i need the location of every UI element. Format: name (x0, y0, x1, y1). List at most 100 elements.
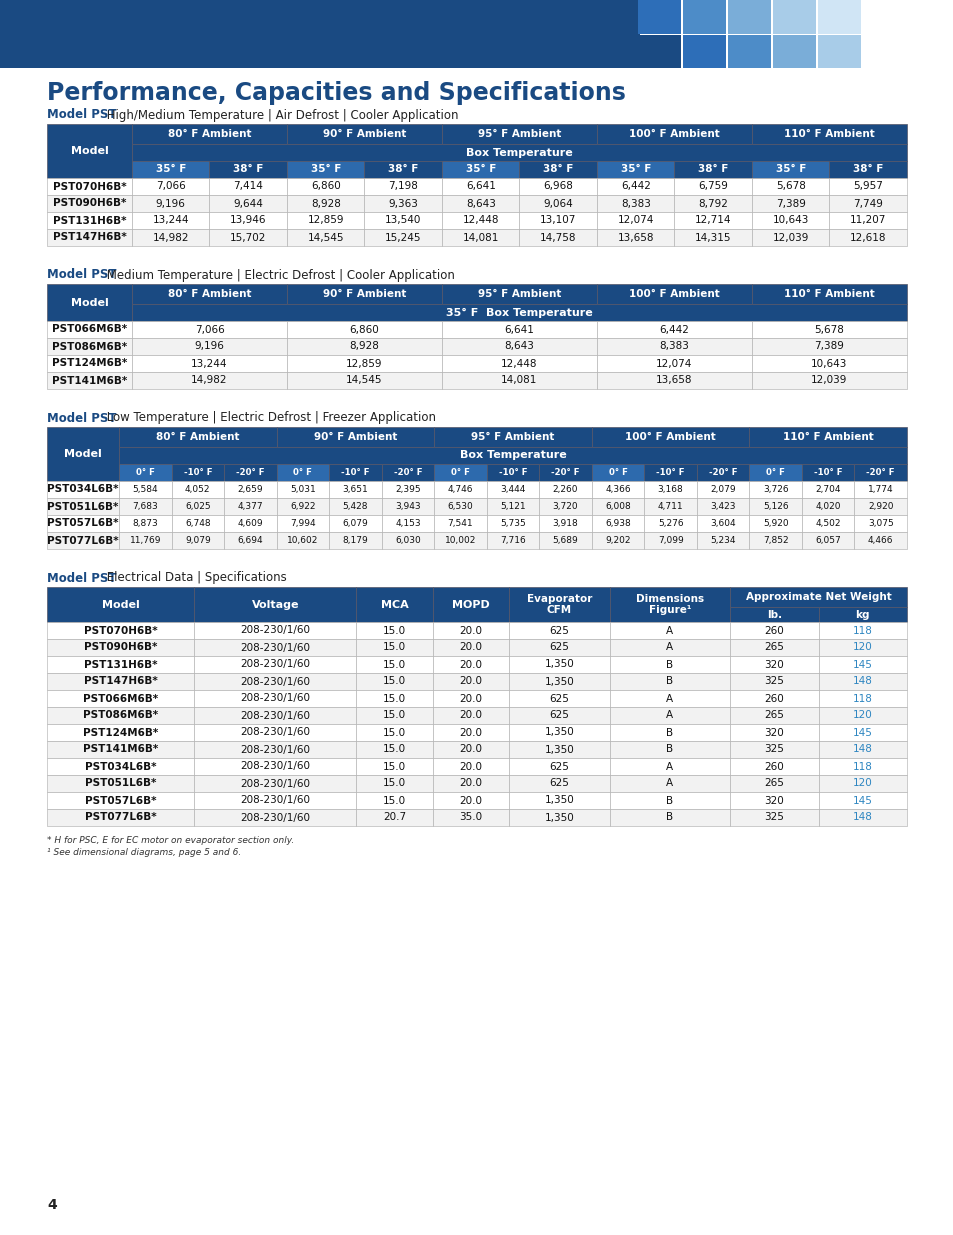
Bar (591, 515, 643, 532)
Bar (433, 638, 509, 656)
Text: 208-230/1/60: 208-230/1/60 (240, 778, 310, 788)
Bar (674, 178, 751, 195)
Bar (194, 724, 355, 741)
Text: 20.0: 20.0 (459, 762, 482, 772)
Bar (364, 195, 441, 212)
Text: 12,039: 12,039 (772, 232, 808, 242)
Text: 208-230/1/60: 208-230/1/60 (240, 642, 310, 652)
Bar (772, 35, 815, 68)
Text: 3,720: 3,720 (552, 501, 578, 511)
Bar (730, 587, 906, 606)
Bar (751, 372, 906, 389)
Bar (597, 372, 751, 389)
Bar (364, 212, 441, 228)
Text: 6,530: 6,530 (447, 501, 473, 511)
Text: 7,852: 7,852 (762, 536, 787, 545)
Bar (609, 776, 730, 792)
Text: 20.0: 20.0 (459, 694, 482, 704)
Text: Model PST: Model PST (47, 268, 116, 282)
Text: 5,584: 5,584 (132, 485, 158, 494)
Bar (355, 673, 433, 690)
Text: 3,604: 3,604 (710, 519, 735, 529)
Text: -20° F: -20° F (708, 468, 737, 477)
Bar (47, 354, 132, 372)
Text: Model: Model (71, 146, 109, 156)
Bar (355, 622, 433, 638)
Text: 15.0: 15.0 (382, 677, 406, 687)
Bar (749, 515, 801, 532)
Bar (210, 161, 287, 178)
Bar (194, 690, 355, 706)
Bar (749, 427, 906, 447)
Text: -20° F: -20° F (235, 468, 264, 477)
Bar (224, 515, 276, 532)
Bar (730, 741, 818, 758)
Text: 7,389: 7,389 (775, 199, 805, 209)
Text: PST066M6B*: PST066M6B* (51, 325, 127, 335)
Bar (519, 178, 597, 195)
Text: 12,448: 12,448 (500, 358, 537, 368)
Text: 625: 625 (549, 642, 569, 652)
Bar (194, 809, 355, 826)
Text: 320: 320 (763, 659, 783, 669)
Text: 8,179: 8,179 (342, 536, 368, 545)
Bar (119, 515, 172, 532)
Text: 6,008: 6,008 (604, 501, 630, 511)
Text: 20.0: 20.0 (459, 710, 482, 720)
Text: 10,602: 10,602 (287, 536, 318, 545)
Text: A: A (665, 642, 673, 652)
Bar (538, 498, 591, 515)
Bar (749, 464, 801, 480)
Bar (47, 724, 194, 741)
Text: Electrical Data | Specifications: Electrical Data | Specifications (103, 572, 287, 584)
Bar (730, 706, 818, 724)
Text: Model: Model (71, 298, 109, 308)
Text: -10° F: -10° F (183, 468, 212, 477)
Text: 325: 325 (763, 677, 783, 687)
Bar (364, 161, 441, 178)
Bar (47, 212, 132, 228)
Text: PST141M6B*: PST141M6B* (83, 745, 158, 755)
Text: B: B (665, 677, 673, 687)
Bar (434, 464, 486, 480)
Bar (210, 228, 287, 246)
Text: 14,315: 14,315 (695, 232, 731, 242)
Bar (486, 515, 538, 532)
Text: 625: 625 (549, 778, 569, 788)
Text: 208-230/1/60: 208-230/1/60 (240, 625, 310, 636)
Bar (609, 587, 730, 622)
Text: Evaporator
CFM: Evaporator CFM (526, 594, 592, 615)
Bar (355, 706, 433, 724)
Text: 38° F: 38° F (388, 164, 418, 174)
Bar (751, 228, 828, 246)
Bar (47, 776, 194, 792)
Text: Model PST: Model PST (47, 411, 116, 425)
Text: 0° F: 0° F (135, 468, 154, 477)
Bar (47, 809, 194, 826)
Text: 320: 320 (763, 727, 783, 737)
Text: 35° F: 35° F (155, 164, 186, 174)
Text: -20° F: -20° F (551, 468, 579, 477)
Bar (47, 690, 194, 706)
Text: 15.0: 15.0 (382, 762, 406, 772)
Text: 3,651: 3,651 (342, 485, 368, 494)
Text: MCA: MCA (380, 599, 408, 610)
Bar (730, 673, 818, 690)
Text: PST070H6B*: PST070H6B* (84, 625, 157, 636)
Text: 7,066: 7,066 (155, 182, 186, 191)
Text: Box Temperature: Box Temperature (459, 451, 566, 461)
Text: 5,678: 5,678 (775, 182, 805, 191)
Text: 9,196: 9,196 (155, 199, 186, 209)
Text: 6,030: 6,030 (395, 536, 420, 545)
Text: 8,643: 8,643 (465, 199, 496, 209)
Bar (287, 354, 441, 372)
Bar (355, 758, 433, 776)
Bar (47, 792, 194, 809)
Text: 15.0: 15.0 (382, 625, 406, 636)
Text: 6,922: 6,922 (290, 501, 315, 511)
Bar (751, 178, 828, 195)
Text: 5,735: 5,735 (499, 519, 525, 529)
Text: 2,260: 2,260 (552, 485, 578, 494)
Bar (730, 606, 818, 622)
Text: 13,244: 13,244 (152, 215, 189, 226)
